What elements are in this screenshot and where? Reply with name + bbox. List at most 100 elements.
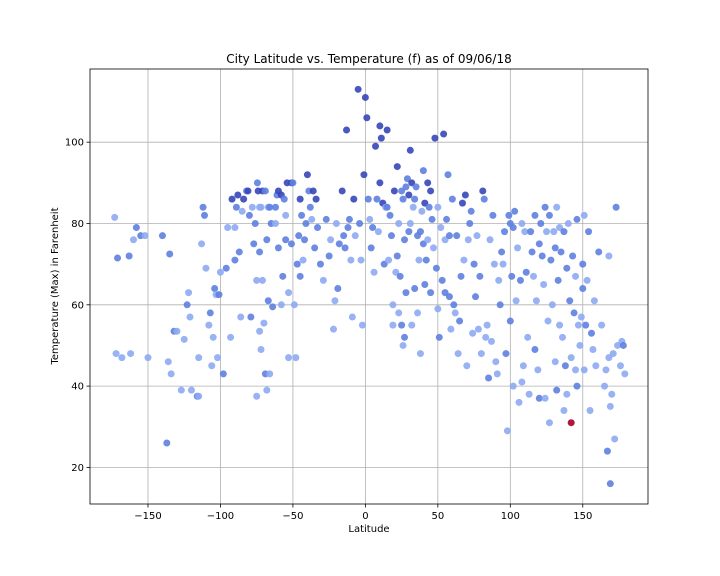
data-point <box>329 325 337 333</box>
data-point <box>585 228 593 236</box>
data-point <box>234 191 242 199</box>
data-point <box>290 301 298 309</box>
data-point <box>127 350 135 358</box>
data-point <box>440 130 448 138</box>
data-point <box>285 354 293 362</box>
data-point <box>516 276 524 284</box>
data-point <box>545 419 553 427</box>
data-point <box>280 195 288 203</box>
data-point <box>214 354 222 362</box>
data-point <box>398 321 406 329</box>
y-tick-label: 20 <box>71 463 84 474</box>
data-point <box>125 252 133 260</box>
highlighted-data-point <box>567 419 575 427</box>
data-point <box>518 378 526 386</box>
data-point <box>237 313 245 321</box>
x-axis-ticks: −150 −100 −50 0 50 100 150 <box>134 504 592 522</box>
data-point <box>612 203 620 211</box>
data-point <box>451 309 459 317</box>
data-point <box>183 301 191 309</box>
data-point <box>458 199 466 207</box>
y-tick-label: 80 <box>71 219 84 230</box>
data-point <box>414 309 422 317</box>
x-axis-label: Latitude <box>348 524 389 535</box>
data-point <box>524 333 532 341</box>
data-point <box>396 272 404 280</box>
data-point <box>369 224 377 232</box>
data-point <box>293 260 301 268</box>
data-point <box>482 333 490 341</box>
data-point <box>425 203 433 211</box>
data-point <box>366 215 374 223</box>
data-point <box>272 219 280 227</box>
data-point <box>509 224 517 232</box>
data-point <box>402 289 410 297</box>
x-tick-label: 100 <box>501 511 520 522</box>
data-point <box>289 179 297 187</box>
data-point <box>235 248 243 256</box>
data-point <box>258 276 266 284</box>
data-point <box>448 195 456 203</box>
data-point <box>553 386 561 394</box>
data-point <box>506 317 514 325</box>
data-point <box>487 337 495 345</box>
data-point <box>312 195 320 203</box>
data-point <box>541 203 549 211</box>
data-point <box>573 382 581 390</box>
data-point <box>200 211 208 219</box>
data-point <box>277 301 285 309</box>
data-point <box>560 406 568 414</box>
data-point <box>202 264 210 272</box>
data-point <box>453 232 461 240</box>
data-point <box>411 195 419 203</box>
data-point <box>589 346 597 354</box>
data-point <box>450 301 458 309</box>
data-point <box>374 228 382 236</box>
data-point <box>389 321 397 329</box>
data-point <box>485 374 493 382</box>
data-point <box>338 187 346 195</box>
plot-frame <box>89 68 649 505</box>
data-point <box>118 354 126 362</box>
data-point <box>227 333 235 341</box>
data-point <box>619 341 627 349</box>
data-point <box>556 321 564 329</box>
data-point <box>472 293 480 301</box>
data-point <box>469 329 477 337</box>
y-axis-ticks: 20 40 60 80 100 <box>65 138 90 474</box>
data-point <box>515 398 523 406</box>
x-tick-label: 150 <box>573 511 592 522</box>
x-tick-label: −50 <box>282 511 303 522</box>
data-point <box>509 382 517 390</box>
data-point <box>340 232 348 240</box>
data-point <box>605 252 613 260</box>
data-point <box>144 354 152 362</box>
data-point <box>158 232 166 240</box>
data-point <box>572 366 580 374</box>
data-point <box>285 289 293 297</box>
data-point <box>177 386 185 394</box>
data-point <box>311 244 319 252</box>
data-point <box>228 195 236 203</box>
data-point <box>163 439 171 447</box>
data-point <box>473 232 481 240</box>
data-point <box>248 203 256 211</box>
data-point <box>582 321 590 329</box>
data-point <box>608 390 616 398</box>
data-point <box>550 228 558 236</box>
data-point <box>274 244 282 252</box>
data-point <box>621 370 629 378</box>
data-point <box>434 305 442 313</box>
data-point <box>587 329 595 337</box>
data-point <box>514 244 522 252</box>
data-point <box>341 244 349 252</box>
data-point <box>360 171 368 179</box>
data-point <box>609 350 617 358</box>
data-point <box>554 276 562 284</box>
data-point <box>603 447 611 455</box>
data-point <box>238 207 246 215</box>
data-point <box>561 362 569 370</box>
data-point <box>132 224 140 232</box>
data-point <box>141 232 149 240</box>
